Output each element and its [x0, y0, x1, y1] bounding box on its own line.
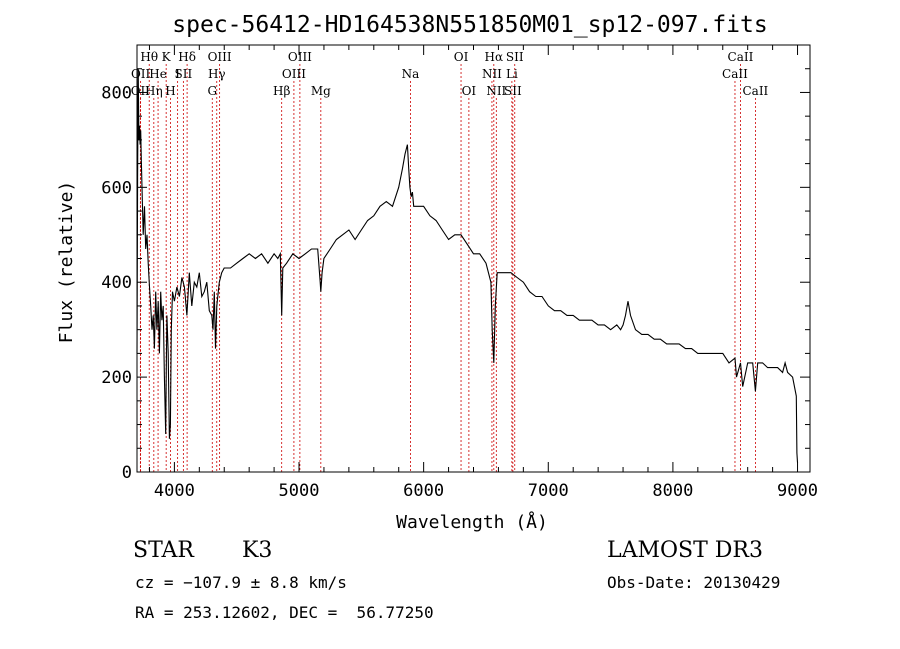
observation-date: Obs-Date: 20130429: [607, 573, 781, 592]
y-tick-label: 400: [101, 273, 132, 293]
spectral-line-label: Hβ: [273, 84, 290, 98]
x-tick-label: 5000: [279, 481, 320, 501]
spectral-line-label: He: [149, 67, 167, 81]
spectral-line-label: NII: [482, 67, 502, 81]
spectral-line-label: SII: [504, 84, 522, 98]
spectral-line-label: CaII: [742, 84, 768, 98]
y-axis-ticks: 0 200 400 600 800: [101, 68, 810, 483]
y-tick-label: 200: [101, 368, 132, 388]
x-tick-label: 4000: [154, 481, 195, 501]
y-tick-label: 800: [101, 83, 132, 103]
spectral-line-label: OI: [462, 84, 477, 98]
line-marker-labels: OII OII Hθ Hη He K HI Hδ SII G Hγ OIII Hβ OIII OIII Mg N…: [131, 50, 769, 98]
spectral-line-label: OI: [454, 50, 469, 64]
spectral-line-label: Hη: [145, 84, 163, 98]
spectral-line-label: Hθ: [140, 50, 158, 64]
spectral-line-label: NII: [486, 84, 506, 98]
spectrum-chart: OII OII Hθ Hη He K HI Hδ SII G Hγ OIII Hβ OIII OIII Mg N…: [56, 12, 818, 533]
spectral-line-label: Mg: [311, 84, 331, 98]
spectral-line-label: SII: [506, 50, 524, 64]
x-axis-ticks: 4000 5000 6000 7000 8000 9000: [148, 45, 818, 501]
y-axis-label: Flux (relative): [56, 181, 77, 344]
spectral-line-label: Li: [506, 67, 518, 81]
survey-name: LAMOST DR3: [607, 538, 763, 563]
spectral-line-label: OII: [131, 67, 151, 81]
spectral-line-label: H: [165, 84, 175, 98]
x-tick-label: 6000: [403, 481, 444, 501]
spectral-line-label: CaII: [722, 67, 748, 81]
x-tick-label: 7000: [528, 481, 569, 501]
spectral-line-label: I: [175, 67, 180, 81]
x-axis-label: Wavelength (Å): [396, 511, 548, 533]
x-tick-label: 8000: [652, 481, 693, 501]
object-class: STAR: [133, 538, 194, 563]
spectral-line-label: Hα: [485, 50, 504, 64]
redshift-velocity: cz = −107.9 ± 8.8 km/s: [135, 573, 347, 592]
sky-coordinates: RA = 253.12602, DEC = 56.77250: [135, 603, 434, 622]
spectral-line-label: Hγ: [208, 67, 226, 81]
spectral-line-label: OIII: [282, 67, 306, 81]
x-tick-label: 9000: [777, 481, 818, 501]
spectral-line-label: K: [162, 50, 172, 64]
spectral-line-label: Na: [402, 67, 420, 81]
object-subclass: K3: [242, 538, 273, 563]
spectral-line-label: Hδ: [178, 50, 196, 64]
spectral-line-label: SII: [175, 67, 193, 81]
spectral-line-label: OIII: [208, 50, 232, 64]
spectrum-series-line: [136, 68, 799, 463]
spectral-line-label: OIII: [288, 50, 312, 64]
line-markers: [139, 64, 756, 472]
chart-title: spec-56412-HD164538N551850M01_sp12-097.f…: [172, 12, 767, 38]
spectral-line-label: G: [207, 84, 217, 98]
y-tick-label: 600: [101, 178, 132, 198]
spectral-line-label: CaII: [728, 50, 754, 64]
y-tick-label: 0: [122, 463, 132, 483]
spectral-line-label: OII: [131, 84, 151, 98]
plot-frame: [136, 44, 811, 473]
